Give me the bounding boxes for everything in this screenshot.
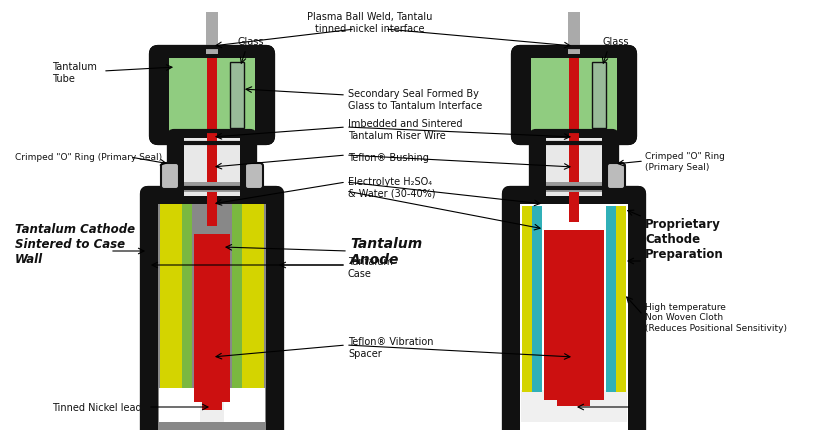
Bar (182, 205, 192, 392)
Bar (232, 205, 242, 392)
Bar (522, 206, 532, 392)
Bar (207, 59, 217, 211)
Bar (169, 59, 255, 133)
Bar (202, 382, 222, 410)
Text: Electrolyte H₂SO₄
& Water (30-40%): Electrolyte H₂SO₄ & Water (30-40%) (348, 177, 435, 198)
Bar (546, 183, 602, 193)
Text: Plasma Ball Weld, Tantalu
tinned nickel interface: Plasma Ball Weld, Tantalu tinned nickel … (307, 12, 433, 34)
Text: Tantalum
Tube: Tantalum Tube (52, 62, 97, 83)
FancyBboxPatch shape (245, 164, 263, 190)
Bar (546, 139, 602, 197)
Text: High temperature
Non Woven Cloth
(Reduces Positional Sensitivity): High temperature Non Woven Cloth (Reduce… (645, 302, 787, 332)
Text: Tantalum Cathode
Sintered to Case
Wall: Tantalum Cathode Sintered to Case Wall (15, 223, 135, 266)
Bar (568, 13, 580, 55)
FancyBboxPatch shape (504, 189, 644, 430)
FancyBboxPatch shape (142, 189, 282, 430)
Text: Tantalum
Case: Tantalum Case (348, 257, 393, 278)
FancyBboxPatch shape (531, 132, 617, 200)
Text: Proprietary
Cathode
Preparation: Proprietary Cathode Preparation (645, 218, 724, 261)
Bar (200, 388, 224, 422)
FancyBboxPatch shape (513, 48, 635, 144)
Bar (544, 230, 604, 400)
FancyBboxPatch shape (151, 48, 273, 144)
Bar (520, 205, 628, 430)
Bar (616, 206, 626, 392)
Bar (532, 206, 542, 392)
Bar (158, 205, 266, 430)
Bar (194, 234, 230, 402)
Bar (569, 59, 579, 211)
Bar (592, 63, 606, 129)
Text: Tantalum
Anode: Tantalum Anode (350, 237, 422, 267)
Bar (207, 194, 217, 227)
Bar (159, 388, 265, 422)
Bar (184, 139, 240, 197)
Bar (557, 380, 590, 406)
Bar (206, 13, 218, 55)
Bar (184, 183, 240, 193)
Bar (531, 59, 617, 133)
Text: Tinned Nickel lead: Tinned Nickel lead (52, 402, 142, 412)
Bar (230, 63, 244, 129)
Text: Teflon® Bushing: Teflon® Bushing (348, 153, 429, 163)
Bar (242, 205, 264, 392)
Text: Crimped "O" Ring (Primary Seal): Crimped "O" Ring (Primary Seal) (15, 153, 162, 162)
FancyBboxPatch shape (607, 164, 625, 190)
Text: Glass: Glass (603, 37, 630, 47)
FancyBboxPatch shape (161, 164, 179, 190)
Bar (606, 206, 616, 392)
Text: Teflon® Vibration
Spacer: Teflon® Vibration Spacer (348, 336, 434, 358)
Text: Crimped "O" Ring
(Primary Seal): Crimped "O" Ring (Primary Seal) (645, 152, 725, 171)
Text: Secondary Seal Formed By
Glass to Tantalum Interface: Secondary Seal Formed By Glass to Tantal… (348, 89, 482, 111)
Bar (160, 205, 182, 392)
Text: Imbedded and Sintered
Tantalum Riser Wire: Imbedded and Sintered Tantalum Riser Wir… (348, 119, 463, 141)
Text: Glass: Glass (238, 37, 264, 47)
FancyBboxPatch shape (169, 132, 255, 200)
Bar (569, 194, 579, 222)
Bar (521, 390, 627, 422)
